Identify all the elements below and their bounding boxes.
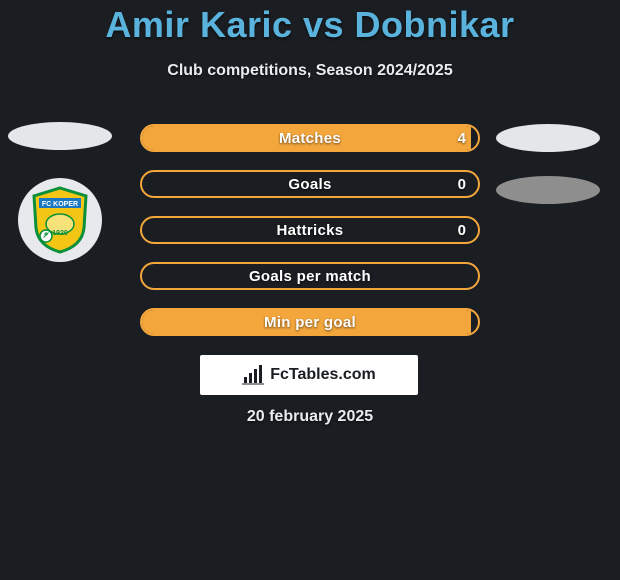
- stat-bar-label: Hattricks: [142, 218, 478, 242]
- subtitle: Club competitions, Season 2024/2025: [0, 62, 620, 80]
- stat-bar-label: Goals: [142, 172, 478, 196]
- comparison-card: Amir Karic vs Dobnikar Club competitions…: [0, 0, 620, 440]
- brand-text: FcTables.com: [270, 366, 376, 384]
- club-shield-icon: FC KOPER 1920: [30, 186, 90, 254]
- right-player-marker-2: [496, 176, 600, 204]
- stat-bar-label: Matches: [142, 126, 478, 150]
- stat-bar-value: 0: [458, 172, 466, 196]
- stat-bar-value: 0: [458, 218, 466, 242]
- stat-bar-matches: Matches 4: [140, 124, 480, 152]
- svg-text:FC KOPER: FC KOPER: [42, 201, 78, 208]
- right-player-marker-1: [496, 124, 600, 152]
- bars-icon: [242, 365, 264, 385]
- stat-bar-goals: Goals 0: [140, 170, 480, 198]
- left-player-marker: [8, 122, 112, 150]
- stat-bar-label: Goals per match: [142, 264, 478, 288]
- stat-bars: Matches 4 Goals 0 Hattricks 0 Goals per …: [140, 124, 480, 354]
- club-badge: FC KOPER 1920: [18, 178, 102, 262]
- brand-badge: FcTables.com: [200, 355, 418, 395]
- date-text: 20 february 2025: [0, 408, 620, 426]
- page-title: Amir Karic vs Dobnikar: [0, 4, 620, 46]
- stat-bar-goals-per-match: Goals per match: [140, 262, 480, 290]
- stat-bar-value: 4: [458, 126, 466, 150]
- svg-text:1920: 1920: [52, 230, 68, 237]
- stat-bar-hattricks: Hattricks 0: [140, 216, 480, 244]
- stat-bar-min-per-goal: Min per goal: [140, 308, 480, 336]
- stat-bar-label: Min per goal: [142, 310, 478, 334]
